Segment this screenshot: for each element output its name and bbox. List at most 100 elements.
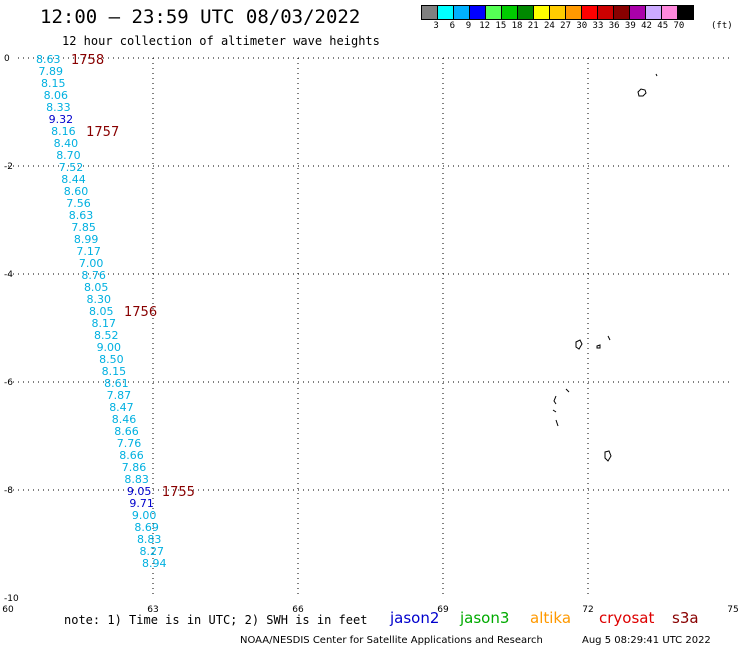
wave-height-reading: 8.94	[142, 557, 167, 570]
wave-height-reading: 8.15	[41, 77, 66, 90]
island-group-east-1	[575, 339, 583, 350]
wave-height-reading: 7.00	[79, 257, 104, 270]
wave-height-reading: 8.69	[134, 521, 159, 534]
wave-height-reading: 8.99	[74, 233, 99, 246]
longitude-tick-label: 60	[2, 605, 14, 615]
map-subtitle: 12 hour collection of altimeter wave hei…	[62, 34, 380, 48]
scale-label: 15	[495, 21, 507, 31]
island-group-east-2	[596, 344, 601, 349]
wave-height-reading: 7.87	[107, 389, 131, 402]
wave-height-reading: 9.71	[129, 497, 154, 510]
scale-label: 18	[511, 21, 523, 31]
scale-label: 27	[560, 21, 572, 31]
scale-label: 24	[543, 21, 555, 31]
scale-label: 45	[657, 21, 669, 31]
wave-height-reading: 7.52	[59, 161, 84, 174]
island-group-east-3	[607, 335, 611, 341]
wave-height-reading: 8.60	[64, 185, 88, 198]
island-mid-3	[552, 409, 557, 413]
latitude-tick-label: -8	[4, 486, 13, 496]
wave-height-reading: 8.52	[94, 329, 119, 342]
scale-label: 30	[576, 21, 588, 31]
pass-time-label: 1755	[162, 485, 195, 500]
wave-height-reading: 9.32	[49, 113, 74, 126]
scale-label: 36	[608, 21, 620, 31]
wave-height-reading: 9.00	[132, 509, 157, 522]
pass-time-label: 1758	[71, 53, 104, 68]
wave-height-reading: 8.66	[114, 425, 139, 438]
longitude-tick-label: 63	[147, 605, 158, 615]
wave-height-reading: 9.00	[97, 341, 122, 354]
scale-label: 21	[527, 21, 539, 31]
map-title: 12:00 — 23:59 UTC 08/03/2022	[40, 6, 361, 28]
wave-height-readings: 8.637.898.158.068.339.328.168.408.707.52…	[36, 53, 167, 570]
island-north	[637, 88, 647, 97]
wave-height-reading: 8.15	[102, 365, 127, 378]
scale-label: 6	[449, 21, 455, 31]
island-north-dot	[655, 73, 658, 77]
wave-height-reading: 7.76	[117, 437, 142, 450]
wave-height-reading: 8.05	[84, 281, 109, 294]
satellite-legend-altika: altika	[530, 609, 572, 627]
wave-height-reading: 8.47	[109, 401, 134, 414]
wave-height-reading: 8.46	[112, 413, 137, 426]
longitude-tick-label: 72	[582, 605, 593, 615]
wave-height-reading: 7.85	[71, 221, 96, 234]
wave-height-reading: 8.63	[36, 53, 61, 66]
scale-label: 42	[641, 21, 652, 31]
wave-height-reading: 8.40	[54, 137, 79, 150]
pass-time-labels: 1758 1757 1756 1755	[71, 53, 195, 500]
island-mid-4	[555, 419, 559, 427]
satellite-legend-jason2: jason2	[390, 609, 440, 627]
satellite-legend-cryosat: cryosat	[599, 609, 655, 627]
island-south	[604, 450, 612, 462]
wave-height-reading: 8.30	[86, 293, 111, 306]
wave-height-reading: 8.05	[89, 305, 114, 318]
latitude-tick-label: -6	[4, 378, 13, 388]
wave-height-reading: 8.16	[51, 125, 75, 138]
scale-label: 9	[465, 21, 472, 31]
wave-height-reading: 8.76	[81, 269, 106, 282]
credit-text: NOAA/NESDIS Center for Satellite Applica…	[240, 635, 543, 646]
wave-height-reading: 7.17	[76, 245, 101, 258]
wave-height-color-scale	[421, 5, 694, 20]
wave-height-reading: 8.50	[99, 353, 124, 366]
generated-timestamp: Aug 5 08:29:41 UTC 2022	[582, 635, 711, 646]
latitude-tick-label: -10	[4, 594, 19, 604]
scale-swatch	[677, 5, 694, 20]
wave-height-reading: 8.33	[46, 101, 71, 114]
longitude-tick-label: 66	[292, 605, 304, 615]
island-outlines	[552, 73, 658, 462]
wave-height-reading: 7.86	[122, 461, 147, 474]
wave-height-reading: 8.61	[104, 377, 128, 390]
pass-time-label: 1757	[86, 125, 119, 140]
footer-note: note: 1) Time is in UTC; 2) SWH is in fe…	[64, 613, 368, 627]
wave-height-reading: 8.66	[119, 449, 143, 462]
scale-label: 3	[433, 21, 439, 31]
latitude-tick-label: -4	[4, 270, 13, 280]
color-scale-labels: 3 6 9 12 15 18 21 24 27 30 33 36 39 42 45 70	[428, 21, 687, 31]
scale-unit-label: (ft)	[711, 21, 733, 31]
wave-height-reading: 8.83	[137, 533, 162, 546]
longitude-tick-label: 75	[727, 605, 738, 615]
island-mid-2	[553, 395, 557, 405]
wave-height-reading: 7.56	[66, 197, 91, 210]
pass-time-label: 1756	[124, 305, 157, 320]
scale-label: 33	[592, 21, 604, 31]
wave-height-reading: 8.83	[124, 473, 149, 486]
latitude-tick-label: -2	[4, 162, 13, 172]
wave-height-reading: 8.17	[92, 317, 117, 330]
wave-height-reading: 8.06	[44, 89, 68, 102]
wave-height-reading: 8.27	[139, 545, 164, 558]
satellite-legend-jason3: jason3	[460, 609, 510, 627]
wave-height-reading: 9.05	[127, 485, 152, 498]
scale-label: 39	[624, 21, 636, 31]
island-mid-1	[565, 388, 570, 393]
scale-label: 70	[673, 21, 685, 31]
wave-height-reading: 8.44	[61, 173, 86, 186]
scale-label: 12	[479, 21, 491, 31]
wave-height-reading: 8.70	[56, 149, 81, 162]
latitude-tick-label: 0	[4, 54, 10, 64]
wave-height-reading: 7.89	[39, 65, 64, 78]
